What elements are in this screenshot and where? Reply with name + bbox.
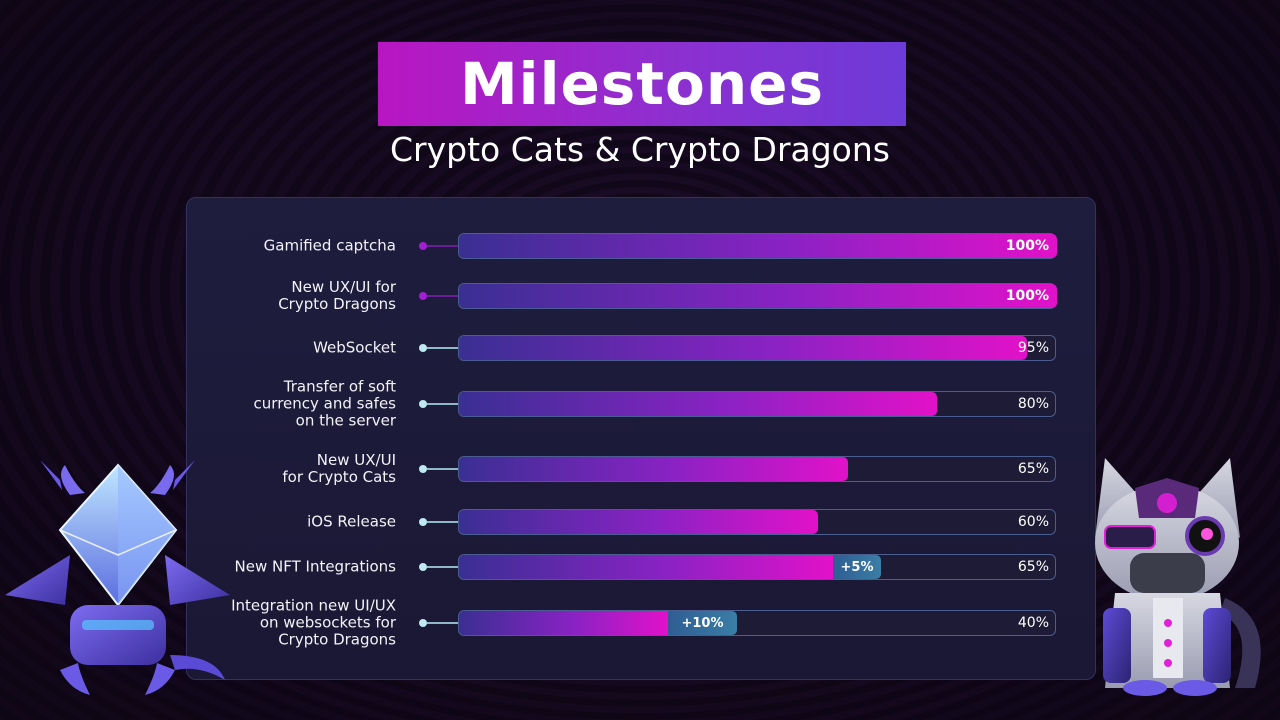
percent-label: 100% (1005, 238, 1049, 254)
milestone-label: New NFT Integrations (234, 557, 396, 576)
progress-bar (459, 510, 818, 534)
page-subtitle: Crypto Cats & Crypto Dragons (390, 130, 890, 169)
milestone-connector (427, 245, 458, 247)
milestone-connector (427, 622, 458, 624)
progress-bar (459, 611, 668, 635)
percent-label: 100% (1005, 288, 1049, 304)
progress-bar (459, 284, 1057, 308)
bonus-progress-bar: +10% (668, 611, 737, 635)
milestone-label: WebSocket (313, 338, 396, 357)
milestone-dot (419, 518, 427, 526)
milestone-connector (427, 521, 458, 523)
milestone-label: Transfer of soft currency and safes on t… (253, 377, 396, 430)
progress-track: 65% (458, 456, 1056, 482)
milestone-dot (419, 344, 427, 352)
milestone-connector (427, 295, 458, 297)
milestone-label: iOS Release (307, 512, 396, 531)
progress-track: 80% (458, 391, 1056, 417)
bonus-progress-bar: +5% (833, 555, 881, 579)
milestone-dot (419, 292, 427, 300)
milestone-dot (419, 400, 427, 408)
percent-label: 40% (1017, 615, 1049, 631)
page-title: Milestones (459, 50, 825, 118)
progress-track: 100% (458, 233, 1057, 259)
progress-track: 100% (458, 283, 1057, 309)
milestone-connector (427, 347, 458, 349)
progress-track: +5% 65% (458, 554, 1056, 580)
progress-track: +10% 40% (458, 610, 1056, 636)
milestone-connector (427, 566, 458, 568)
crypto-dragon-illustration (5, 460, 230, 695)
milestone-label: New UX/UI for Crypto Cats (282, 451, 396, 486)
progress-track: 95% (458, 335, 1056, 361)
percent-label: 80% (1017, 396, 1049, 412)
crypto-cat-illustration (1095, 458, 1261, 696)
progress-bar (459, 392, 937, 416)
percent-label: 65% (1017, 461, 1049, 477)
milestone-connector (427, 468, 458, 470)
progress-bar (459, 555, 833, 579)
milestone-label: Gamified captcha (263, 236, 396, 255)
progress-bar (459, 336, 1027, 360)
milestone-dot (419, 242, 427, 250)
progress-bar (459, 457, 848, 481)
progress-bar (459, 234, 1057, 258)
percent-label: 60% (1017, 514, 1049, 530)
milestone-dot (419, 619, 427, 627)
milestone-label: Integration new UI/UX on websockets for … (231, 596, 396, 649)
progress-track: 60% (458, 509, 1056, 535)
title-banner: Milestones (378, 42, 906, 126)
milestone-connector (427, 403, 458, 405)
milestone-label: New UX/UI for Crypto Dragons (278, 278, 396, 313)
milestone-dot (419, 563, 427, 571)
percent-label: 65% (1017, 559, 1049, 575)
milestone-dot (419, 465, 427, 473)
percent-label: 95% (1017, 340, 1049, 356)
chart-panel (186, 197, 1096, 680)
